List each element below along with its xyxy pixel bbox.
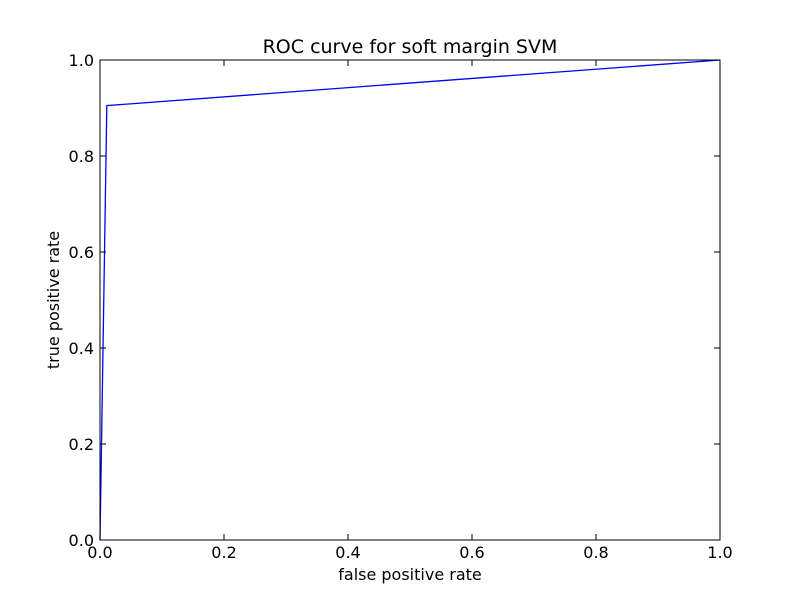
- y-tick-label: 0.4: [69, 339, 94, 358]
- roc-curve-line: [99, 59, 721, 541]
- x-axis-label: false positive rate: [338, 565, 482, 584]
- x-tick-labels: 0.0 0.2 0.4 0.6 0.8 1.0: [87, 543, 732, 562]
- axes-frame: [99, 59, 721, 541]
- x-tick-label: 1.0: [707, 543, 732, 562]
- y-tick-label: 0.0: [69, 531, 94, 550]
- y-tick-label: 1.0: [69, 51, 94, 70]
- x-tick-label: 0.6: [459, 543, 484, 562]
- x-tick-label: 0.0: [87, 543, 112, 562]
- series-layer: [99, 59, 721, 541]
- axes-background: [100, 60, 720, 540]
- x-tick-label: 0.8: [583, 543, 608, 562]
- y-tick-labels: 0.0 0.2 0.4 0.6 0.8 1.0: [69, 51, 94, 550]
- plot-area: [100, 60, 720, 540]
- y-tick-label: 0.2: [69, 435, 94, 454]
- chart-title: ROC curve for soft margin SVM: [263, 36, 558, 58]
- y-tick-label: 0.8: [69, 147, 94, 166]
- y-axis-label: true positive rate: [44, 231, 63, 369]
- x-tick-label: 0.2: [211, 543, 236, 562]
- y-tick-label: 0.6: [69, 243, 94, 262]
- x-tick-label: 0.4: [335, 543, 360, 562]
